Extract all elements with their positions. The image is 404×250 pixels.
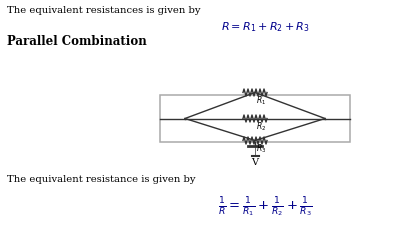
Text: The equivalent resistances is given by: The equivalent resistances is given by (7, 6, 200, 15)
Text: $R_1$: $R_1$ (256, 94, 266, 107)
Text: $R_2$: $R_2$ (256, 120, 266, 133)
Text: Parallel Combination: Parallel Combination (7, 35, 147, 48)
Text: V: V (252, 158, 259, 167)
Text: $R = R_1 + R_2 + R_3$: $R = R_1 + R_2 + R_3$ (221, 20, 309, 34)
Bar (160, 95, 350, 142)
Text: $R_3$: $R_3$ (256, 142, 266, 155)
Text: The equivalent resistance is given by: The equivalent resistance is given by (7, 175, 196, 184)
Text: $\frac{1}{R} = \frac{1}{R_1} + \frac{1}{R_2} + \frac{1}{R_3}$: $\frac{1}{R} = \frac{1}{R_1} + \frac{1}{… (218, 195, 312, 218)
